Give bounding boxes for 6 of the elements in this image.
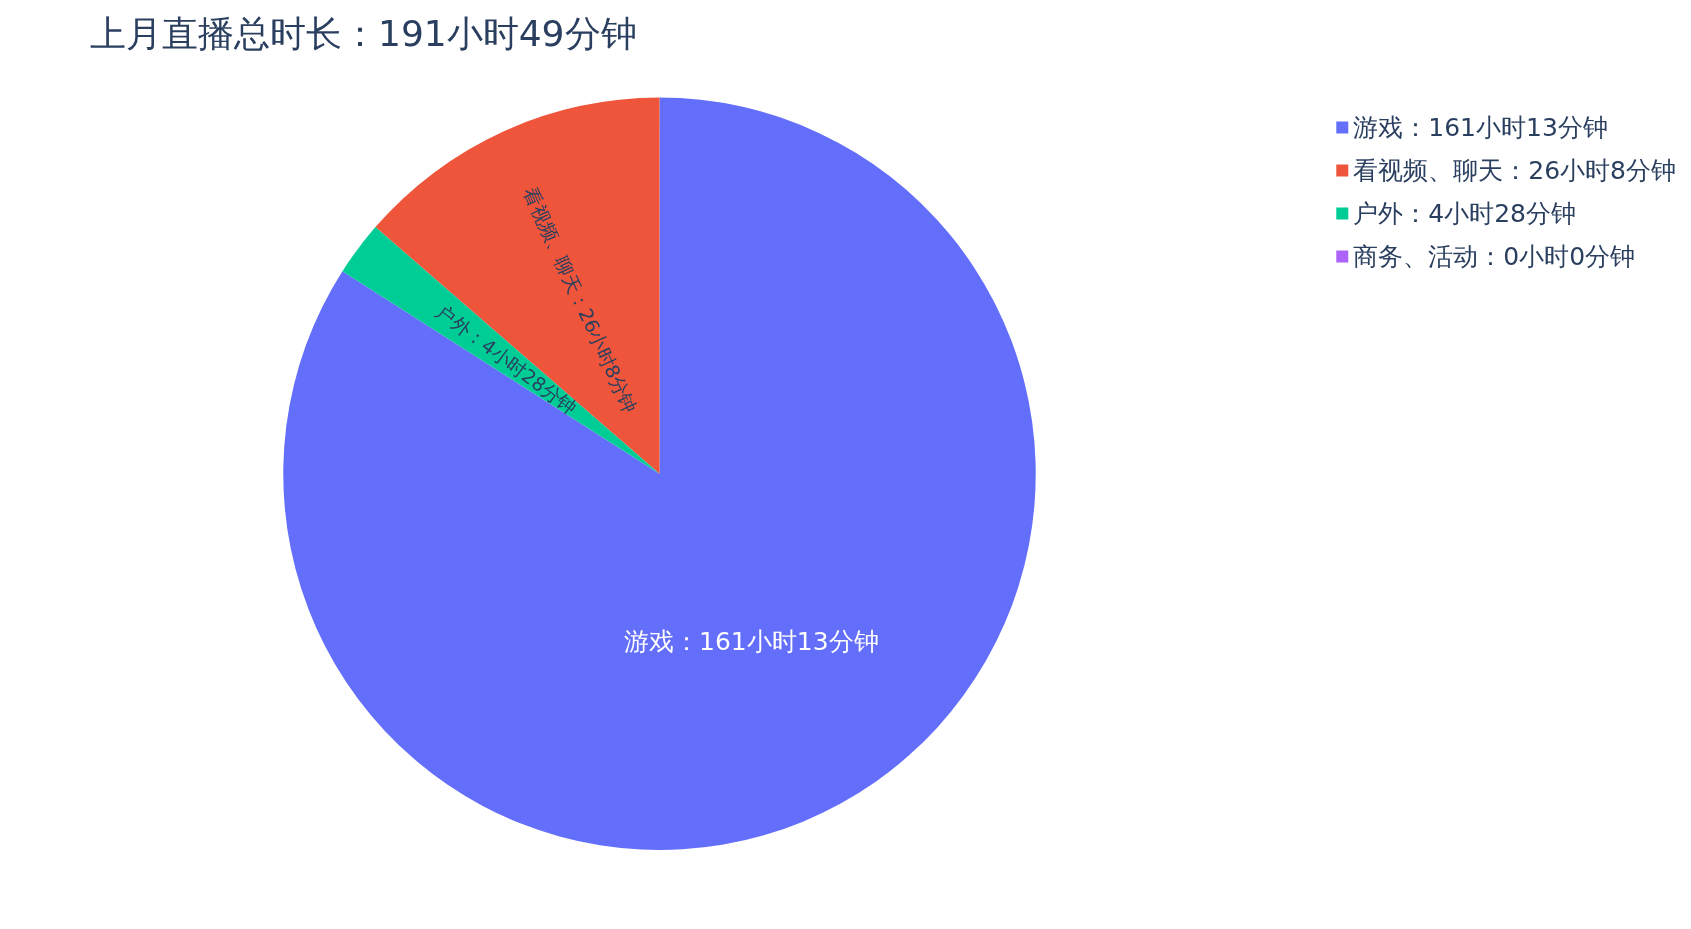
legend-label: 户外：4小时28分钟	[1353, 199, 1576, 228]
chart-title: 上月直播总时长：191小时49分钟	[90, 12, 637, 54]
legend-label: 商务、活动：0小时0分钟	[1353, 242, 1636, 271]
legend-label: 看视频、聊天：26小时8分钟	[1353, 156, 1676, 185]
legend-label: 游戏：161小时13分钟	[1353, 113, 1608, 142]
slice-label: 游戏：161小时13分钟	[624, 626, 879, 656]
